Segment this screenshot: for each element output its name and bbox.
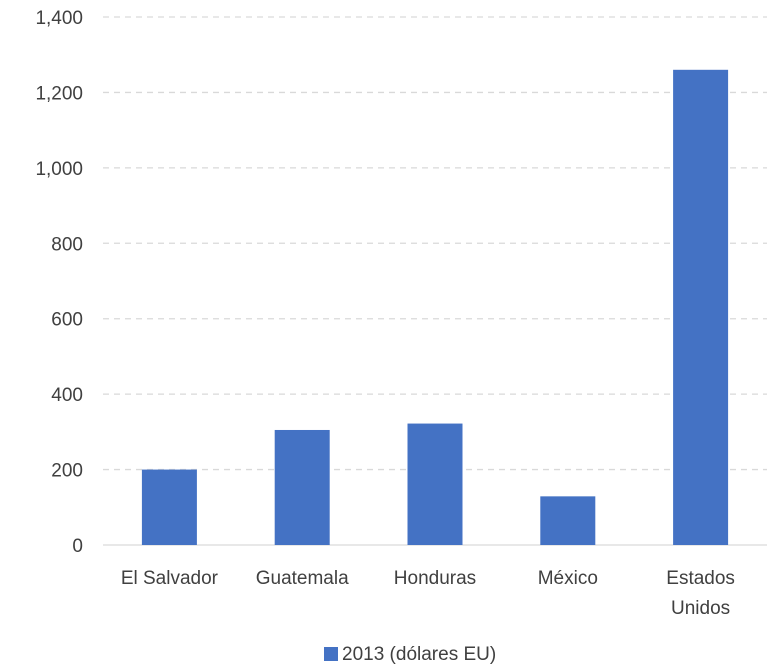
x-category-label: El Salvador [121, 568, 219, 589]
x-category-label-line: Estados [666, 568, 735, 589]
x-category-label-line: Honduras [394, 568, 476, 589]
x-category-label: Guatemala [256, 568, 349, 589]
bar [274, 429, 330, 545]
y-tick-label: 0 [72, 536, 83, 557]
y-tick-label: 400 [51, 385, 83, 406]
bar [540, 496, 596, 545]
bar [673, 69, 729, 546]
y-tick-label: 800 [51, 234, 83, 255]
legend: 2013 (dólares EU) [324, 644, 496, 665]
x-category-label: Estados Unidos [666, 568, 735, 619]
bars [141, 69, 729, 546]
y-axis-tick-labels: 0 200 400 600 800 1,000 1,200 1,400 [35, 8, 83, 557]
y-tick-label: 1,000 [35, 159, 83, 180]
gridlines [103, 16, 767, 546]
x-category-label-line: El Salvador [121, 568, 219, 589]
x-category-label-line: Unidos [671, 598, 730, 619]
y-tick-label: 600 [51, 310, 83, 331]
bar [407, 423, 463, 545]
y-tick-label: 1,400 [35, 8, 83, 29]
y-tick-label: 1,200 [35, 83, 83, 104]
x-category-label: Honduras [394, 568, 476, 589]
x-category-label: México [538, 568, 598, 589]
legend-label: 2013 (dólares EU) [342, 644, 496, 665]
x-category-label-line: Guatemala [256, 568, 349, 589]
x-axis-category-labels: El Salvador Guatemala Honduras México Estado… [121, 568, 735, 619]
x-category-label-line: México [538, 568, 598, 589]
y-tick-label: 200 [51, 461, 83, 482]
legend-swatch [324, 647, 338, 661]
bar [141, 469, 197, 545]
